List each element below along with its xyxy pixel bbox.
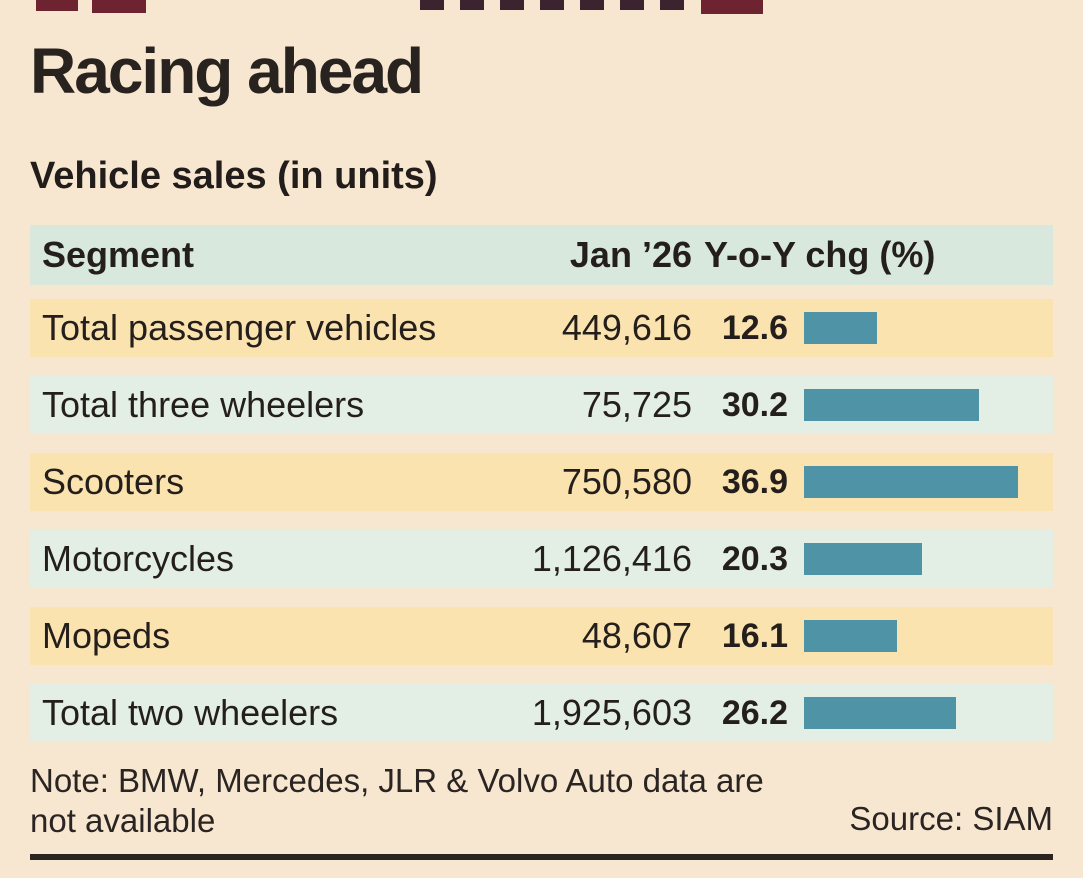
segment-label: Scooters [42, 461, 185, 503]
yoy-bar [804, 312, 877, 345]
source-text: Source: SIAM [849, 800, 1053, 838]
header-segment: Segment [42, 234, 195, 276]
segment-label: Total two wheelers [42, 692, 339, 734]
yoy-value: 26.2 [721, 693, 788, 732]
print-artifact [36, 0, 78, 11]
table-row: Total passenger vehicles 449,616 12.6 [30, 299, 1053, 358]
sales-value: 449,616 [561, 307, 692, 349]
table-row: Total two wheelers 1,925,603 26.2 [30, 684, 1053, 743]
sales-value: 1,126,416 [531, 538, 692, 580]
bar-track [792, 607, 1037, 665]
bar-track [792, 530, 1037, 588]
segment-label: Total three wheelers [42, 384, 365, 426]
yoy-value: 16.1 [721, 616, 788, 655]
sales-value: 1,925,603 [531, 692, 692, 734]
header-jan26: Jan ’26 [569, 234, 692, 276]
bar-track [792, 299, 1037, 357]
note-text: Note: BMW, Mercedes, JLR & Volvo Auto da… [30, 762, 764, 840]
yoy-bar [804, 543, 922, 576]
chart-subtitle: Vehicle sales (in units) [30, 155, 438, 198]
segment-label: Total passenger vehicles [42, 307, 437, 349]
yoy-value: 20.3 [721, 539, 788, 578]
yoy-bar [804, 620, 897, 653]
yoy-bar [804, 466, 1018, 499]
bar-track [792, 376, 1037, 434]
header-yoy-change: Y-o-Y chg (%) [704, 234, 936, 276]
print-artifact [420, 0, 692, 10]
bar-track [792, 453, 1037, 511]
yoy-value: 12.6 [721, 308, 788, 347]
print-artifact [92, 0, 146, 13]
bottom-rule [30, 853, 1053, 860]
segment-label: Mopeds [42, 615, 171, 657]
yoy-bar [804, 697, 956, 730]
sales-value: 750,580 [561, 461, 692, 503]
table-row: Total three wheelers 75,725 30.2 [30, 376, 1053, 435]
table-header-row: Segment Jan ’26 Y-o-Y chg (%) [30, 225, 1053, 286]
sales-value: 48,607 [581, 615, 692, 657]
table-row: Motorcycles 1,126,416 20.3 [30, 530, 1053, 589]
print-artifact [701, 0, 763, 14]
table-row: Mopeds 48,607 16.1 [30, 607, 1053, 666]
yoy-value: 30.2 [721, 385, 788, 424]
footnote-row: Note: BMW, Mercedes, JLR & Volvo Auto da… [30, 761, 1053, 842]
sales-value: 75,725 [581, 384, 692, 426]
segment-label: Motorcycles [42, 538, 235, 580]
page-title: Racing ahead [30, 35, 424, 107]
yoy-value: 36.9 [721, 462, 788, 501]
bar-track [792, 684, 1037, 742]
yoy-bar [804, 389, 979, 422]
table-row: Scooters 750,580 36.9 [30, 453, 1053, 512]
